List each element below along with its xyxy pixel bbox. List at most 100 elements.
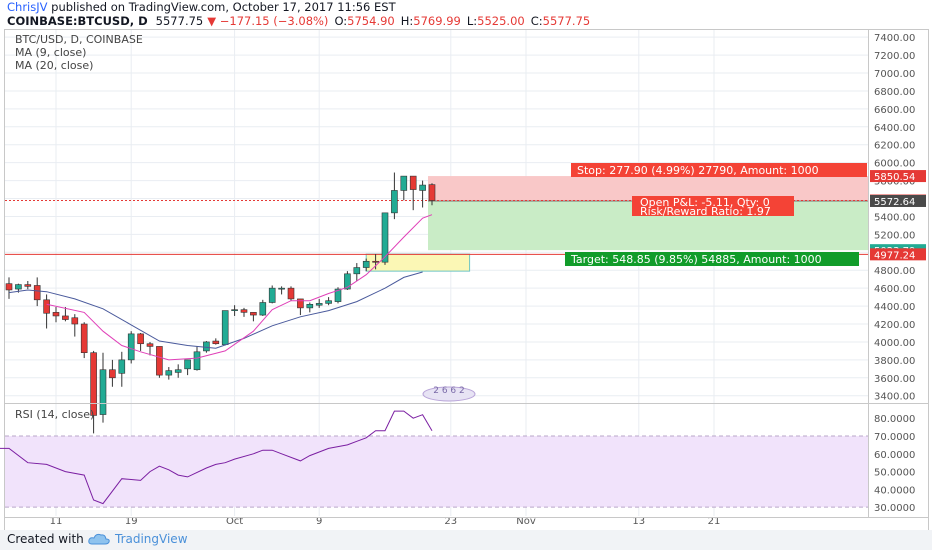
ma9-line (46, 214, 433, 361)
price-tick-label: 3800.00 (874, 356, 915, 367)
candle-body (259, 302, 267, 316)
rsi-tick-label: 60.0000 (874, 450, 915, 461)
candle-body (287, 287, 295, 300)
candle-body (315, 303, 323, 306)
legend-rsi[interactable]: RSI (14, close) (15, 408, 95, 421)
price-tick-label: 6800.00 (874, 87, 915, 98)
high-label: H: (400, 14, 414, 28)
candle-body (381, 212, 389, 263)
time-tick-label: 21 (708, 516, 721, 527)
candle-body (80, 323, 88, 353)
rsi-line (0, 410, 433, 505)
candle-body (156, 346, 163, 376)
candle-body (231, 309, 238, 311)
ma20-line (8, 271, 423, 349)
candle-body (325, 300, 332, 304)
pnl-label: Open P&L: -5.11, Qty: 0 (640, 196, 770, 209)
symbol-name: COINBASE:BTCUSD, D (7, 14, 148, 28)
price-tick-label: 5800.00 (874, 177, 915, 188)
publish-line: ChrisJV published on TradingView.com, Oc… (7, 0, 396, 14)
price-tick-label: 4400.00 (874, 302, 915, 313)
price-label-bg (870, 170, 926, 183)
legend-ma9[interactable]: MA (9, close) (15, 46, 87, 59)
candle-body (193, 351, 201, 371)
tradingview-brand: TradingView (115, 532, 188, 546)
cloud-icon (88, 533, 110, 545)
time-tick-label: 19 (125, 516, 138, 527)
watermark-badge (422, 386, 476, 402)
candle-body (297, 298, 304, 309)
time-tick-label: 13 (632, 516, 645, 527)
legend-title: BTC/USD, D, COINBASE (15, 33, 143, 46)
symbol-ohlc-line: COINBASE:BTCUSD, D 5577.75 ▼ −177.15 (−3… (7, 14, 590, 28)
rsi-tick-label: 40.0000 (874, 485, 915, 496)
candle-body (419, 184, 426, 191)
target-label: Target: 548.85 (9.85%) 54885, Amount: 10… (570, 253, 822, 266)
candle-body (184, 359, 191, 370)
created-with-text: Created with (7, 532, 84, 546)
rsi-band-fill (5, 436, 868, 508)
candle-body (428, 184, 436, 201)
time-tick-label: 23 (444, 516, 457, 527)
stop-label-bg (571, 163, 867, 177)
candle-body (5, 283, 13, 291)
candle-body (33, 285, 41, 301)
open-label: O: (334, 14, 348, 28)
candle-body (52, 312, 60, 317)
candle-body (372, 260, 379, 263)
price-label: 5850.54 (874, 172, 915, 183)
candle-body (344, 273, 351, 290)
pnl-box-bg (632, 196, 794, 216)
candle-body (15, 284, 22, 290)
price-tick-label: 7200.00 (874, 51, 915, 62)
rsi-line-path (0, 410, 433, 505)
rsi-tick-label: 50.0000 (874, 468, 915, 479)
candle-body (334, 288, 342, 302)
price-label: 4977.24 (874, 250, 915, 261)
candle-body (362, 260, 370, 268)
candle-body (212, 340, 220, 345)
watermark: 2 6 6 2 (422, 386, 476, 402)
price-tick-label: 4600.00 (874, 284, 915, 295)
candle-body (99, 369, 107, 415)
close-value: 5577.75 (542, 14, 591, 28)
candle-body (90, 352, 97, 416)
candle-body (353, 267, 361, 275)
target-label-bg (565, 252, 859, 266)
footer-bar: Created with TradingView (0, 530, 932, 550)
price-label-bg (870, 248, 926, 261)
price-tick-label: 6200.00 (874, 141, 915, 152)
author-link[interactable]: ChrisJV (7, 0, 48, 14)
candle-body (109, 369, 116, 379)
candle-body (127, 333, 135, 361)
price-tick-label: 3400.00 (874, 392, 915, 403)
candle-body (24, 284, 32, 287)
tradingview-logo[interactable]: TradingView (88, 532, 188, 546)
grid (5, 30, 868, 516)
candle-body (118, 359, 126, 374)
candle-body (221, 310, 229, 345)
candle-body (391, 190, 398, 214)
candle-body (409, 175, 417, 190)
last-price: 5577.75 (155, 14, 204, 28)
price-tick-label: 6400.00 (874, 123, 915, 134)
candle-body (400, 175, 408, 191)
candle-body (43, 299, 50, 314)
candle-body (278, 287, 285, 290)
price-label-bg (870, 194, 926, 207)
candles (5, 172, 436, 434)
legend-ma20[interactable]: MA (20, close) (15, 59, 94, 72)
rsi-tick-label: 30.0000 (874, 503, 915, 514)
candle-body (146, 343, 154, 347)
rr-label: Risk/Reward Ratio: 1.97 (640, 205, 771, 218)
price-tick-label: 4000.00 (874, 338, 915, 349)
price-tick-label: 5400.00 (874, 212, 915, 223)
price-tick-label: 6600.00 (874, 105, 915, 116)
watermark-text: 2 6 6 2 (433, 386, 465, 396)
candle-body (165, 370, 173, 376)
price-tick-label: 4800.00 (874, 266, 915, 277)
candle-body (306, 303, 314, 309)
rsi-tick-label: 70.0000 (874, 432, 915, 443)
high-value: 5769.99 (413, 14, 461, 28)
